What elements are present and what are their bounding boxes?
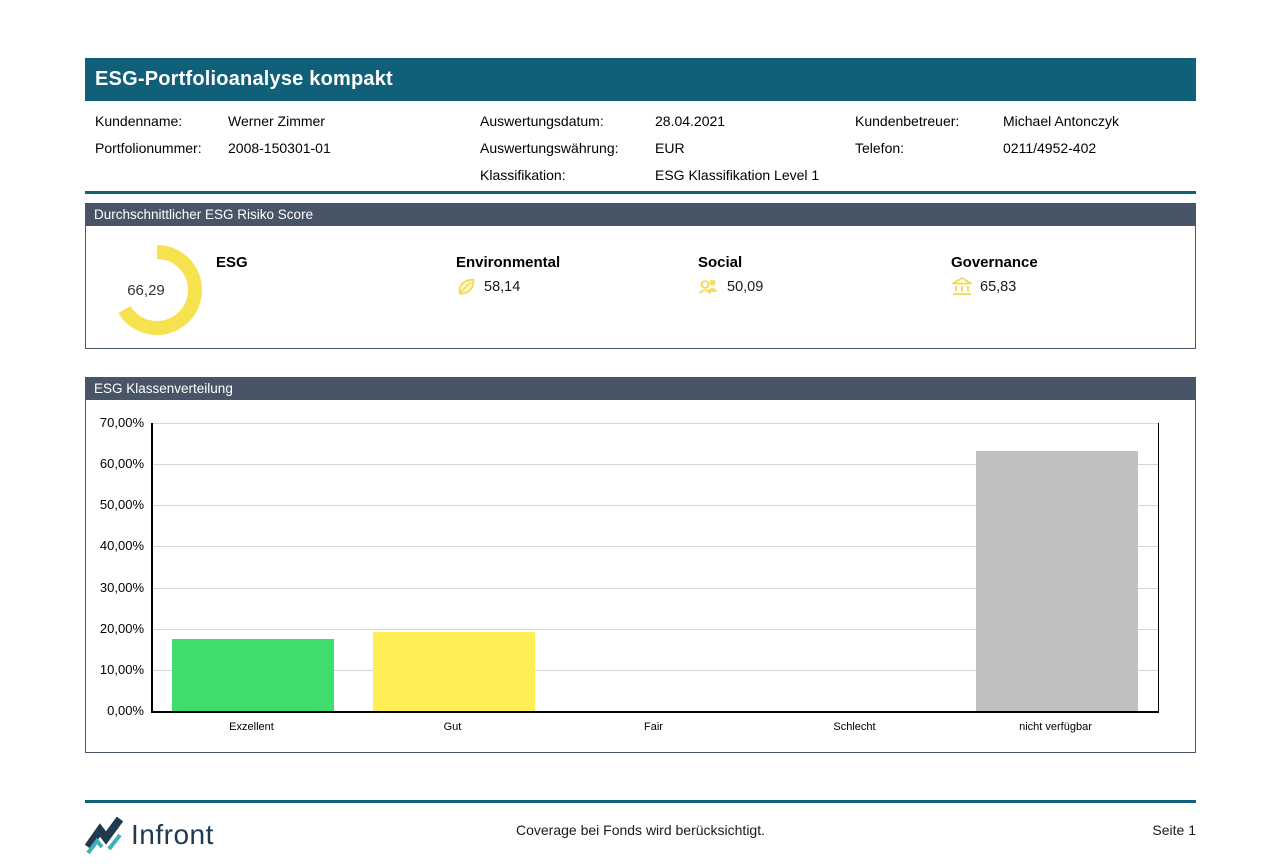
bank-icon bbox=[952, 277, 972, 295]
x-axis-category-label: Fair bbox=[644, 721, 663, 733]
chart-section-title: ESG Klassenverteilung bbox=[94, 381, 233, 396]
metric-number: 50,09 bbox=[727, 278, 764, 295]
info-column-2: Auswertungsdatum: 28.04.2021 Auswertungsw… bbox=[480, 112, 819, 193]
metric-number: 65,83 bbox=[980, 278, 1017, 295]
portfolio-info: Kundenname: Werner Zimmer Portfolionummer… bbox=[85, 101, 1196, 191]
footer-rule bbox=[85, 800, 1196, 803]
footer-note: Coverage bei Fonds wird berücksichtigt. bbox=[515, 822, 765, 838]
page-number: Seite 1 bbox=[1152, 822, 1196, 838]
gridline bbox=[153, 423, 1158, 424]
bar-exzellent bbox=[172, 639, 335, 711]
y-axis-tick-label: 40,00% bbox=[99, 538, 144, 554]
metric-value-environmental: 58,14 bbox=[456, 276, 520, 297]
info-value: 28.04.2021 bbox=[655, 113, 726, 129]
info-label: Kundenname: bbox=[95, 113, 183, 129]
info-label: Klassifikation: bbox=[480, 167, 566, 183]
metric-value-governance: 65,83 bbox=[951, 276, 1016, 297]
info-row-telefon: Telefon: 0211/4952-402 bbox=[855, 139, 1119, 166]
metric-name-social: Social bbox=[698, 254, 743, 271]
info-value: Werner Zimmer bbox=[228, 113, 325, 129]
x-axis-category-label: nicht verfügbar bbox=[1019, 721, 1092, 733]
y-axis-tick-label: 20,00% bbox=[99, 620, 144, 636]
score-section-title: Durchschnittlicher ESG Risiko Score bbox=[94, 207, 314, 222]
gridline bbox=[153, 505, 1158, 507]
info-value: ESG Klassifikation Level 1 bbox=[655, 167, 820, 183]
info-label: Auswertungsdatum: bbox=[480, 113, 604, 129]
info-label: Telefon: bbox=[855, 140, 905, 156]
info-value: 2008-150301-01 bbox=[228, 140, 331, 156]
divider-rule bbox=[85, 191, 1196, 194]
gridline bbox=[153, 587, 1158, 589]
leaf-icon bbox=[458, 278, 475, 295]
metric-name-governance: Governance bbox=[951, 254, 1038, 271]
metric-value-social: 50,09 bbox=[698, 276, 763, 297]
info-row-klassifikation: Klassifikation: ESG Klassifikation Level … bbox=[480, 166, 819, 193]
info-label: Portfolionummer: bbox=[95, 140, 202, 156]
esg-score-value: 66,29 bbox=[127, 282, 165, 299]
info-value: 0211/4952-402 bbox=[1003, 140, 1097, 156]
y-axis-tick-label: 60,00% bbox=[99, 456, 144, 472]
gridline bbox=[153, 669, 1158, 671]
bar-gut bbox=[373, 631, 536, 711]
people-icon bbox=[698, 279, 717, 295]
esg-score-donut bbox=[112, 245, 202, 335]
info-label: Auswertungswährung: bbox=[480, 140, 619, 156]
chart-section-header: ESG Klassenverteilung bbox=[85, 377, 1196, 400]
y-axis-tick-label: 30,00% bbox=[99, 579, 144, 595]
metric-name-environmental: Environmental bbox=[456, 254, 561, 271]
gridline bbox=[153, 464, 1158, 466]
gridline bbox=[153, 628, 1158, 630]
gridline bbox=[153, 546, 1158, 548]
y-axis-tick-label: 0,00% bbox=[107, 703, 144, 718]
info-column-1: Kundenname: Werner Zimmer Portfolionummer… bbox=[95, 112, 331, 166]
metric-number: 58,14 bbox=[484, 278, 521, 295]
x-axis-category-label: Schlecht bbox=[833, 721, 876, 733]
x-axis-category-label: Exzellent bbox=[229, 721, 274, 733]
score-section-header: Durchschnittlicher ESG Risiko Score bbox=[85, 203, 1196, 226]
info-label: Kundenbetreuer: bbox=[855, 113, 960, 129]
chart-section-body: 0,00% 10,00% 20,00% 30,00% 40,00% 50,00% 60,00… bbox=[85, 400, 1196, 753]
donut-chart-icon bbox=[112, 245, 202, 335]
y-axis-tick-label: 10,00% bbox=[99, 661, 144, 677]
info-row-auswertungsdatum: Auswertungsdatum: 28.04.2021 bbox=[480, 112, 819, 139]
metric-name-esg: ESG bbox=[216, 254, 248, 271]
infront-logo-icon bbox=[85, 816, 123, 854]
esg-donut-arc bbox=[112, 245, 202, 335]
infront-logo: Infront bbox=[85, 816, 214, 854]
x-axis-category-label: Gut bbox=[443, 721, 462, 733]
info-column-3: Kundenbetreuer: Michael Antonczyk Telefon… bbox=[855, 112, 1119, 166]
y-axis-tick-label: 70,00% bbox=[99, 415, 144, 430]
title-bar: ESG-Portfolioanalyse kompakt bbox=[85, 58, 1196, 101]
y-axis-tick-label: 50,00% bbox=[99, 497, 144, 513]
info-row-portfolionummer: Portfolionummer: 2008-150301-01 bbox=[95, 139, 331, 166]
page-title: ESG-Portfolioanalyse kompakt bbox=[95, 68, 393, 90]
info-row-kundenbetreuer: Kundenbetreuer: Michael Antonczyk bbox=[855, 112, 1119, 139]
bar-plot bbox=[151, 423, 1159, 713]
info-value: Michael Antonczyk bbox=[1003, 113, 1119, 129]
info-row-kundenname: Kundenname: Werner Zimmer bbox=[95, 112, 331, 139]
infront-logo-text: Infront bbox=[131, 819, 214, 850]
score-section-body: 66,29 ESG Environmental 58,14 Social 50,… bbox=[85, 226, 1196, 349]
bar-nicht-verfügbar bbox=[976, 450, 1139, 711]
info-value: EUR bbox=[655, 140, 685, 156]
info-row-auswertungswaehrung: Auswertungswährung: EUR bbox=[480, 139, 819, 166]
